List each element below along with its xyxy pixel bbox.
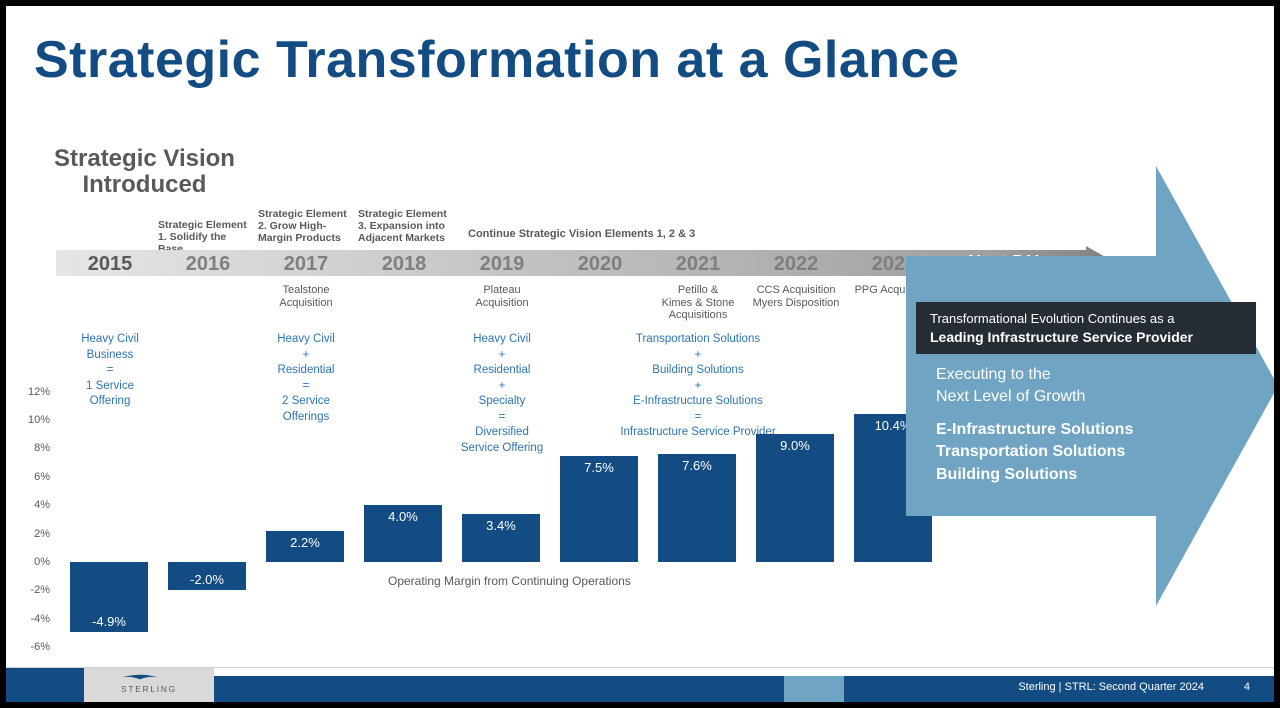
y-tick--6: -6%	[20, 641, 50, 653]
footer-text: Sterling | STRL: Second Quarter 2024	[1018, 681, 1204, 693]
bar-label-2017: 2.2%	[265, 535, 345, 550]
arrow-b3: Building Solutions	[936, 464, 1133, 486]
year-2017: 2017	[266, 253, 346, 276]
banner-bottom: Leading Infrastructure Service Provider	[930, 329, 1193, 345]
y-tick--2: -2%	[20, 584, 50, 596]
footer-light-block	[784, 676, 844, 702]
year-2022: 2022	[756, 253, 836, 276]
strategic-element-3: Strategic Element 3. Expansion into Adja…	[358, 208, 448, 244]
bar-label-2022: 9.0%	[755, 438, 835, 453]
vision-line2: Introduced	[82, 171, 206, 198]
arrow-intro1: Executing to the	[936, 364, 1133, 386]
banner-top: Transformational Evolution Continues as …	[930, 311, 1174, 326]
y-tick-0: 0%	[20, 556, 50, 568]
bar-2022	[756, 434, 834, 562]
arrow-intro2: Next Level of Growth	[936, 386, 1133, 408]
slide: Strategic Transformation at a Glance Str…	[0, 0, 1280, 708]
y-tick-6: 6%	[20, 471, 50, 483]
banner: Transformational Evolution Continues as …	[916, 302, 1256, 354]
continue-label: Continue Strategic Vision Elements 1, 2 …	[468, 228, 695, 240]
acquisition-2019: PlateauAcquisition	[457, 284, 547, 309]
y-tick-10: 10%	[20, 414, 50, 426]
y-tick-8: 8%	[20, 442, 50, 454]
acquisition-2021: Petillo &Kimes & StoneAcquisitions	[643, 284, 753, 322]
year-2019: 2019	[462, 253, 542, 276]
acquisition-2022: CCS AcquisitionMyers Disposition	[741, 284, 851, 309]
bar-label-2021: 7.6%	[657, 458, 737, 473]
sterling-logo-icon: STERLING	[94, 672, 204, 698]
service-desc-2019: Heavy Civil+Residential+Specialty=Divers…	[447, 332, 557, 456]
acquisition-2017: TealstoneAcquisition	[261, 284, 351, 309]
year-2015: 2015	[70, 253, 150, 276]
chart-caption: Operating Margin from Continuing Operati…	[388, 574, 631, 588]
service-desc-2017: Heavy Civil+Residential=2 ServiceOfferin…	[251, 332, 361, 425]
arrow-b1: E-Infrastructure Solutions	[936, 419, 1133, 441]
bar-label-2019: 3.4%	[461, 518, 541, 533]
footer-logo: STERLING	[84, 668, 214, 702]
page-title: Strategic Transformation at a Glance	[34, 30, 959, 90]
y-tick-4: 4%	[20, 499, 50, 511]
bar-label-2015: -4.9%	[69, 614, 149, 629]
bar-label-2020: 7.5%	[559, 460, 639, 475]
service-desc-2021: Transportation Solutions+Building Soluti…	[613, 332, 783, 441]
year-2016: 2016	[168, 253, 248, 276]
year-2020: 2020	[560, 253, 640, 276]
footer-page-number: 4	[1244, 681, 1250, 693]
arrow-b2: Transportation Solutions	[936, 441, 1133, 463]
year-2021: 2021	[658, 253, 738, 276]
service-desc-2015: Heavy CivilBusiness=1 ServiceOffering	[55, 332, 165, 410]
bar-label-2016: -2.0%	[167, 572, 247, 587]
y-tick-12: 12%	[20, 386, 50, 398]
strategic-element-2: Strategic Element 2. Grow High-Margin Pr…	[258, 208, 348, 244]
footer-rule	[6, 667, 1274, 668]
year-2018: 2018	[364, 253, 444, 276]
y-tick--4: -4%	[20, 613, 50, 625]
vision-line1: Strategic Vision	[54, 145, 235, 172]
vision-intro-label: Strategic Vision Introduced	[54, 146, 235, 199]
bar-label-2018: 4.0%	[363, 509, 443, 524]
footer-dark-block	[6, 668, 84, 702]
arrow-text-block: Executing to the Next Level of Growth E-…	[936, 364, 1133, 486]
footer: STERLING Sterling | STRL: Second Quarter…	[6, 668, 1274, 702]
y-tick-2: 2%	[20, 528, 50, 540]
logo-text: STERLING	[121, 685, 177, 694]
